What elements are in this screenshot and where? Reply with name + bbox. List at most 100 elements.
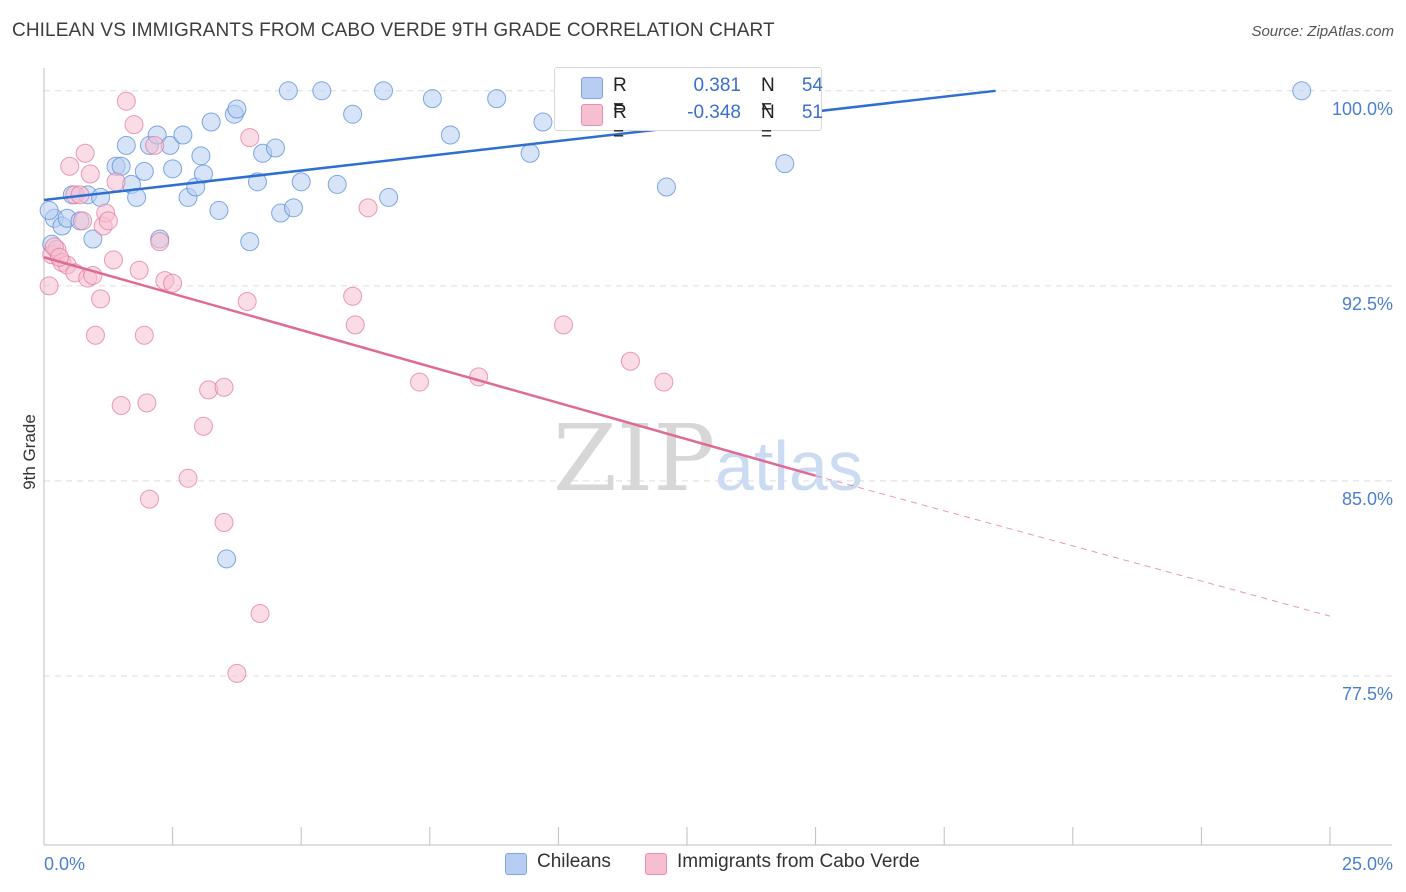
source-credit: Source: ZipAtlas.com	[1251, 23, 1394, 40]
watermark-atlas: atlas	[715, 427, 863, 505]
cabo-verde-point	[227, 663, 247, 683]
cabo-verde-point	[250, 604, 270, 624]
y-tick-label: 85.0%	[1342, 489, 1393, 509]
x-tick-label: 0.0%	[44, 854, 85, 874]
watermark: ZIP atlas	[553, 405, 863, 512]
chilean-point	[343, 104, 363, 124]
cabo-verde-point	[139, 489, 159, 509]
cabo-verde-point	[150, 232, 170, 252]
chilean-point	[291, 172, 311, 192]
tick-labels: 77.5% 85.0% 92.5% 100.0% 0.0% 25.0%	[44, 99, 1393, 874]
chilean-point	[422, 89, 442, 109]
legend-r-value: 0.381	[693, 75, 741, 96]
cabo-verde-point	[358, 198, 378, 218]
cabo-verde-point	[85, 325, 105, 345]
chilean-point	[83, 229, 103, 249]
chilean-point	[201, 112, 221, 132]
cabo-verde-point	[60, 156, 80, 176]
chilean-point	[217, 549, 237, 569]
cabo-verde-point	[106, 172, 126, 192]
chilean-point	[116, 135, 136, 155]
y-tick-label: 77.5%	[1342, 684, 1393, 704]
legend-n-value: 54	[801, 75, 823, 96]
cabo-verde-point	[214, 377, 234, 397]
cabo-verde-point	[554, 315, 574, 335]
chilean-point	[39, 200, 59, 220]
cabo-verde-point	[116, 91, 136, 111]
cabo-verde-point	[134, 325, 154, 345]
legend-r-label: R =	[613, 102, 627, 145]
chilean-point	[191, 146, 211, 166]
legend-label-chileans: Chileans	[537, 851, 611, 872]
watermark-zip: ZIP	[553, 405, 715, 512]
legend-label-cabo-verde: Immigrants from Cabo Verde	[677, 851, 920, 872]
y-axis-label: 9th Grade	[20, 414, 39, 490]
legend-swatch-blue	[581, 77, 603, 99]
legend-swatch-pink	[645, 853, 667, 875]
chilean-point	[487, 89, 507, 109]
chilean-point	[374, 81, 394, 101]
cabo-verde-point	[137, 393, 157, 413]
legend-swatch-pink	[581, 104, 603, 126]
chilean-point	[209, 200, 229, 220]
cabo-verde-point	[237, 291, 257, 311]
chilean-point	[312, 81, 332, 101]
chilean-point	[656, 177, 676, 197]
cabo-verde-point	[103, 250, 123, 270]
cabo-verde-point	[214, 513, 234, 533]
chilean-point	[173, 125, 193, 145]
chilean-point	[379, 187, 399, 207]
y-tick-label: 92.5%	[1342, 294, 1393, 314]
cabo-verde-point	[240, 128, 260, 148]
x-tick-label: 25.0%	[1342, 854, 1393, 874]
cabo-verde-point	[75, 143, 95, 163]
cabo-verde-point	[111, 395, 131, 415]
cabo-verde-point	[124, 115, 144, 135]
chart-title: CHILEAN VS IMMIGRANTS FROM CABO VERDE 9T…	[12, 20, 775, 41]
cabo-verde-point	[145, 135, 165, 155]
cabo-verde-point	[654, 372, 674, 392]
legend-n-value: 51	[801, 102, 823, 123]
cabo-verde-point	[163, 273, 183, 293]
chilean-point	[134, 161, 154, 181]
cabo-verde-point	[39, 276, 59, 296]
chilean-point	[227, 99, 247, 119]
cabo-verde-trend-line	[43, 256, 816, 477]
legend-r-label: R =	[613, 75, 627, 118]
chileans-trend-line	[43, 89, 996, 202]
y-tick-label: 100.0%	[1332, 99, 1393, 119]
cabo-verde-point	[345, 315, 365, 335]
correlation-legend: R = 0.381 N = 54 R = -0.348 N = 51	[554, 67, 823, 145]
cabo-verde-point	[620, 351, 640, 371]
legend-n-label: N =	[761, 102, 775, 145]
chilean-point	[163, 159, 183, 179]
chilean-point	[533, 112, 553, 132]
legend-n-label: N =	[761, 75, 775, 118]
cabo-verde-point	[343, 286, 363, 306]
cabo-verde-point	[91, 289, 111, 309]
chilean-point	[240, 232, 260, 252]
chilean-point	[1292, 81, 1312, 101]
trend-lines	[43, 89, 1331, 617]
chilean-point	[283, 198, 303, 218]
cabo-verde-point	[98, 211, 118, 231]
cabo-verde-point	[193, 416, 213, 436]
chilean-point	[327, 174, 347, 194]
chilean-point	[193, 164, 213, 184]
legend-swatch-blue	[505, 853, 527, 875]
cabo-verde-point	[129, 260, 149, 280]
cabo-verde-trend-extension	[815, 475, 1331, 617]
series-legend: Chileans Immigrants from Cabo Verde	[0, 851, 1406, 877]
cabo-verde-point	[178, 468, 198, 488]
cabo-verde-point	[410, 372, 430, 392]
chilean-point	[775, 154, 795, 174]
legend-r-value: -0.348	[687, 102, 741, 123]
chilean-point	[520, 143, 540, 163]
chilean-point	[247, 172, 267, 192]
cabo-verde-point	[73, 211, 93, 231]
cabo-verde-point	[80, 164, 100, 184]
grid-lines	[44, 90, 1392, 677]
chilean-point	[265, 138, 285, 158]
axes	[43, 68, 1392, 846]
